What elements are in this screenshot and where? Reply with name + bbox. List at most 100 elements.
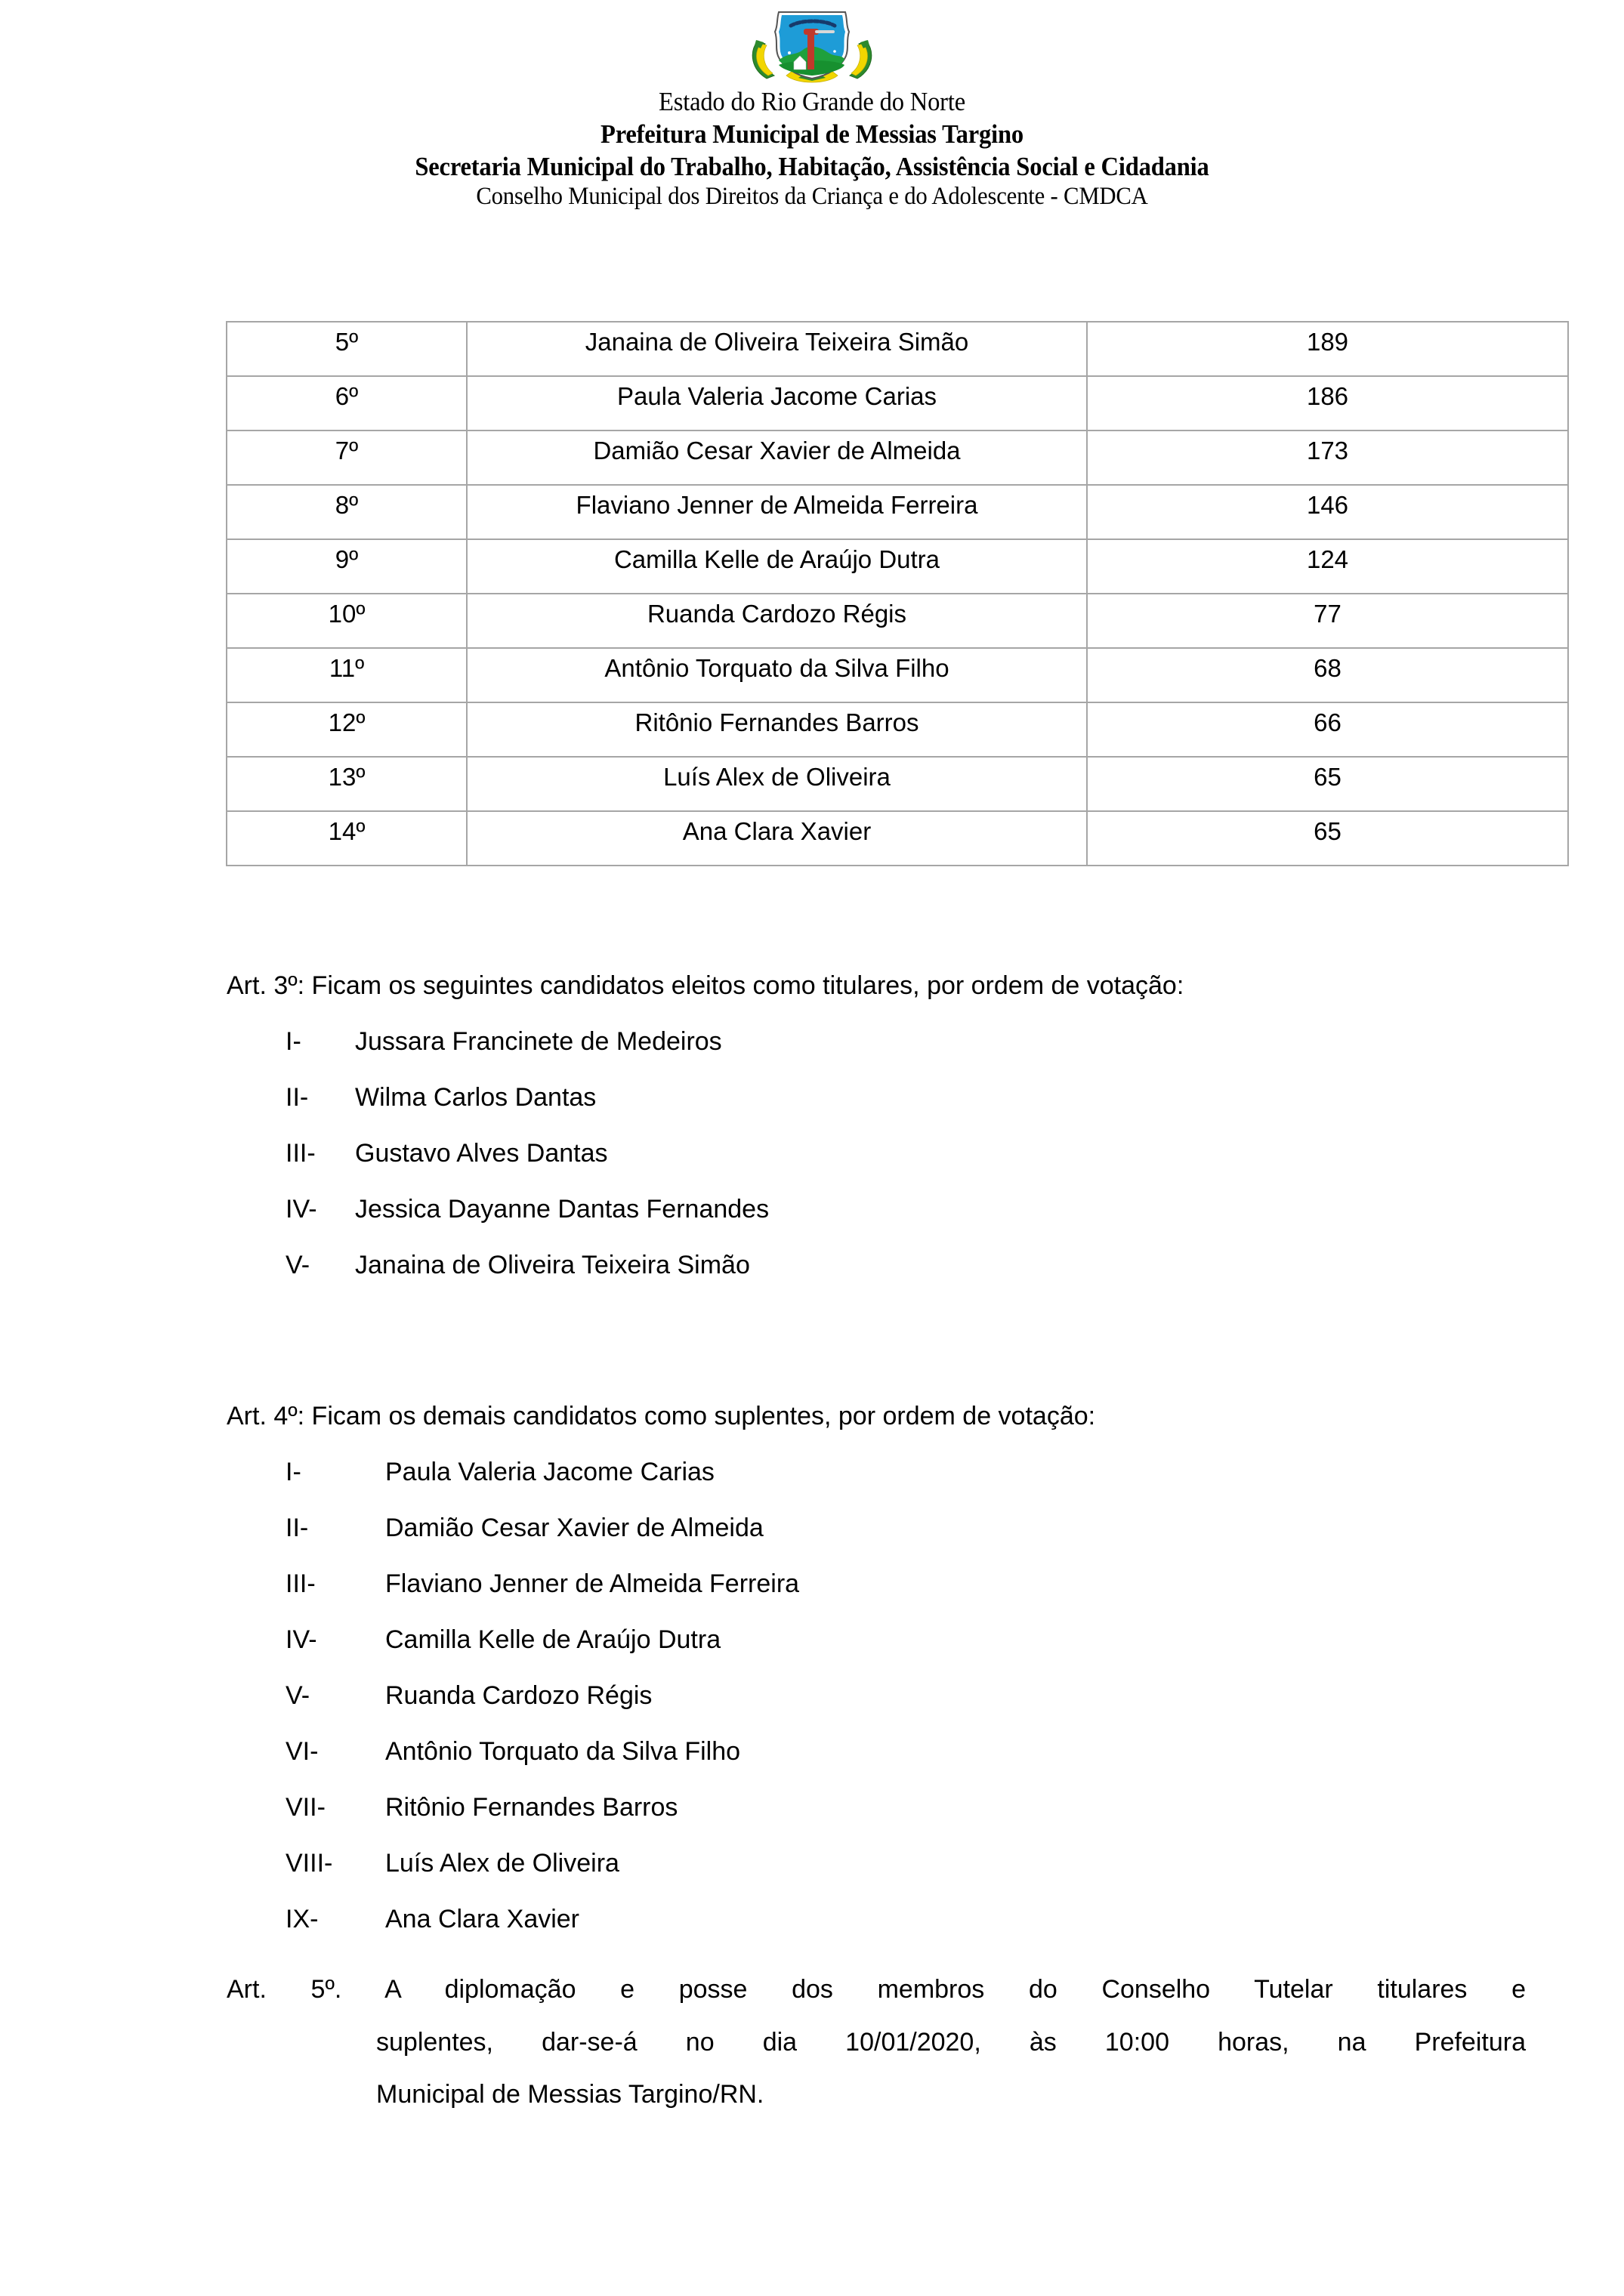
table-row: 5º Janaina de Oliveira Teixeira Simão 18… <box>226 321 1569 377</box>
article-5-line-1: Art. 5º. A diplomação e posse dos membro… <box>227 1975 1526 2004</box>
list-item-label: Jussara Francinete de Medeiros <box>355 1027 722 1056</box>
list-item-label: Ana Clara Xavier <box>385 1905 580 1933</box>
cell-name: Flaviano Jenner de Almeida Ferreira <box>466 484 1088 540</box>
table-row: 7º Damião Cesar Xavier de Almeida 173 <box>226 430 1569 486</box>
article-4-block: Art. 4º: Ficam os demais candidatos como… <box>0 1403 1624 1932</box>
cell-name: Camilla Kelle de Araújo Dutra <box>466 539 1088 594</box>
list-item: I- Jussara Francinete de Medeiros <box>286 1029 1624 1054</box>
article-4-list: I- Paula Valeria Jacome Carias II- Damiã… <box>286 1459 1624 1932</box>
table-row: 11º Antônio Torquato da Silva Filho 68 <box>226 647 1569 703</box>
list-item: IV- Camilla Kelle de Araújo Dutra <box>286 1627 1624 1653</box>
list-item-numeral: IV- <box>286 1625 317 1654</box>
article-5-paragraph: Art. 5º. A diplomação e posse dos membro… <box>227 1964 1526 2122</box>
cell-votes: 66 <box>1086 702 1569 758</box>
article-5-line-3: Municipal de Messias Targino/RN. <box>376 2080 764 2109</box>
list-item-numeral: II- <box>286 1083 309 1112</box>
cell-rank: 11º <box>226 647 468 703</box>
table-row: 10º Ruanda Cardozo Régis 77 <box>226 593 1569 649</box>
list-item-label: Luís Alex de Oliveira <box>385 1849 619 1878</box>
cell-rank: 14º <box>226 810 468 866</box>
cell-name: Janaina de Oliveira Teixeira Simão <box>466 321 1088 377</box>
cell-votes: 186 <box>1086 375 1569 431</box>
cell-votes: 65 <box>1086 810 1569 866</box>
cell-rank: 6º <box>226 375 468 431</box>
list-item-label: Antônio Torquato da Silva Filho <box>385 1737 741 1766</box>
list-item-numeral: II- <box>286 1514 309 1542</box>
table-row: 6º Paula Valeria Jacome Carias 186 <box>226 375 1569 431</box>
list-item: VI- Antônio Torquato da Silva Filho <box>286 1739 1624 1764</box>
list-item: V- Ruanda Cardozo Régis <box>286 1683 1624 1708</box>
list-item-label: Jessica Dayanne Dantas Fernandes <box>355 1195 770 1224</box>
header-text-lines: Estado do Rio Grande do Norte Prefeitura… <box>0 85 1624 211</box>
list-item: VII- Ritônio Fernandes Barros <box>286 1795 1624 1820</box>
list-item-numeral: I- <box>286 1027 301 1056</box>
table-row: 13º Luís Alex de Oliveira 65 <box>226 756 1569 812</box>
results-table-body: 5º Janaina de Oliveira Teixeira Simão 18… <box>226 321 1569 866</box>
cell-rank: 10º <box>226 593 468 649</box>
list-item-label: Janaina de Oliveira Teixeira Simão <box>355 1251 750 1279</box>
cell-name: Ritônio Fernandes Barros <box>466 702 1088 758</box>
cell-votes: 68 <box>1086 647 1569 703</box>
document-header: Estado do Rio Grande do Norte Prefeitura… <box>0 0 1624 211</box>
article-3-list: I- Jussara Francinete de Medeiros II- Wi… <box>286 1029 1624 1278</box>
list-item-numeral: VI- <box>286 1737 319 1766</box>
article-3-heading: Art. 3º: Ficam os seguintes candidatos e… <box>227 971 1184 1000</box>
crest-container <box>0 0 1624 85</box>
list-item: II- Wilma Carlos Dantas <box>286 1085 1624 1110</box>
cell-votes: 65 <box>1086 756 1569 812</box>
cell-rank: 8º <box>226 484 468 540</box>
list-item-label: Gustavo Alves Dantas <box>355 1139 608 1168</box>
list-item-label: Paula Valeria Jacome Carias <box>385 1458 715 1486</box>
cell-name: Paula Valeria Jacome Carias <box>466 375 1088 431</box>
header-line-city-hall: Prefeitura Municipal de Messias Targino <box>601 119 1023 149</box>
list-item: I- Paula Valeria Jacome Carias <box>286 1459 1624 1485</box>
cell-votes: 124 <box>1086 539 1569 594</box>
table-row: 8º Flaviano Jenner de Almeida Ferreira 1… <box>226 484 1569 540</box>
list-item-numeral: III- <box>286 1569 316 1598</box>
list-item-numeral: V- <box>286 1681 310 1710</box>
header-line-state: Estado do Rio Grande do Norte <box>659 87 965 116</box>
list-item: III- Gustavo Alves Dantas <box>286 1140 1624 1166</box>
list-item: III- Flaviano Jenner de Almeida Ferreira <box>286 1571 1624 1597</box>
list-item: VIII- Luís Alex de Oliveira <box>286 1850 1624 1876</box>
cell-name: Antônio Torquato da Silva Filho <box>466 647 1088 703</box>
cell-name: Damião Cesar Xavier de Almeida <box>466 430 1088 486</box>
municipal-coat-of-arms-icon <box>752 11 872 83</box>
list-item: II- Damião Cesar Xavier de Almeida <box>286 1515 1624 1541</box>
list-item-numeral: I- <box>286 1458 301 1486</box>
cell-name: Luís Alex de Oliveira <box>466 756 1088 812</box>
list-item-label: Ruanda Cardozo Régis <box>385 1681 653 1710</box>
list-item-numeral: V- <box>286 1251 310 1279</box>
article-5-line-2: suplentes, dar-se-á no dia 10/01/2020, à… <box>376 2027 1526 2057</box>
list-item: V- Janaina de Oliveira Teixeira Simão <box>286 1252 1624 1278</box>
list-item: IV- Jessica Dayanne Dantas Fernandes <box>286 1196 1624 1222</box>
list-item-numeral: IX- <box>286 1905 319 1933</box>
article-5-block: Art. 5º. A diplomação e posse dos membro… <box>0 1964 1624 2122</box>
list-item-numeral: III- <box>286 1139 316 1168</box>
cell-rank: 9º <box>226 539 468 594</box>
header-line-council: Conselho Municipal dos Direitos da Crian… <box>476 183 1148 211</box>
cell-rank: 12º <box>226 702 468 758</box>
list-item-numeral: IV- <box>286 1195 317 1224</box>
list-item-numeral: VIII- <box>286 1849 333 1878</box>
list-item-label: Ritônio Fernandes Barros <box>385 1793 678 1822</box>
election-results-table: 5º Janaina de Oliveira Teixeira Simão 18… <box>226 321 1569 866</box>
table-row: 12º Ritônio Fernandes Barros 66 <box>226 702 1569 758</box>
cell-rank: 13º <box>226 756 468 812</box>
list-item-label: Flaviano Jenner de Almeida Ferreira <box>385 1569 800 1598</box>
cell-name: Ana Clara Xavier <box>466 810 1088 866</box>
cell-votes: 173 <box>1086 430 1569 486</box>
table-row: 9º Camilla Kelle de Araújo Dutra 124 <box>226 539 1569 594</box>
cell-votes: 77 <box>1086 593 1569 649</box>
list-item-label: Camilla Kelle de Araújo Dutra <box>385 1625 721 1654</box>
cell-rank: 5º <box>226 321 468 377</box>
list-item-label: Wilma Carlos Dantas <box>355 1083 597 1112</box>
list-item: IX- Ana Clara Xavier <box>286 1906 1624 1932</box>
cell-votes: 146 <box>1086 484 1569 540</box>
article-4-heading: Art. 4º: Ficam os demais candidatos como… <box>227 1402 1096 1430</box>
cell-rank: 7º <box>226 430 468 486</box>
list-item-label: Damião Cesar Xavier de Almeida <box>385 1514 764 1542</box>
list-item-numeral: VII- <box>286 1793 326 1822</box>
table-row: 14º Ana Clara Xavier 65 <box>226 810 1569 866</box>
cell-name: Ruanda Cardozo Régis <box>466 593 1088 649</box>
